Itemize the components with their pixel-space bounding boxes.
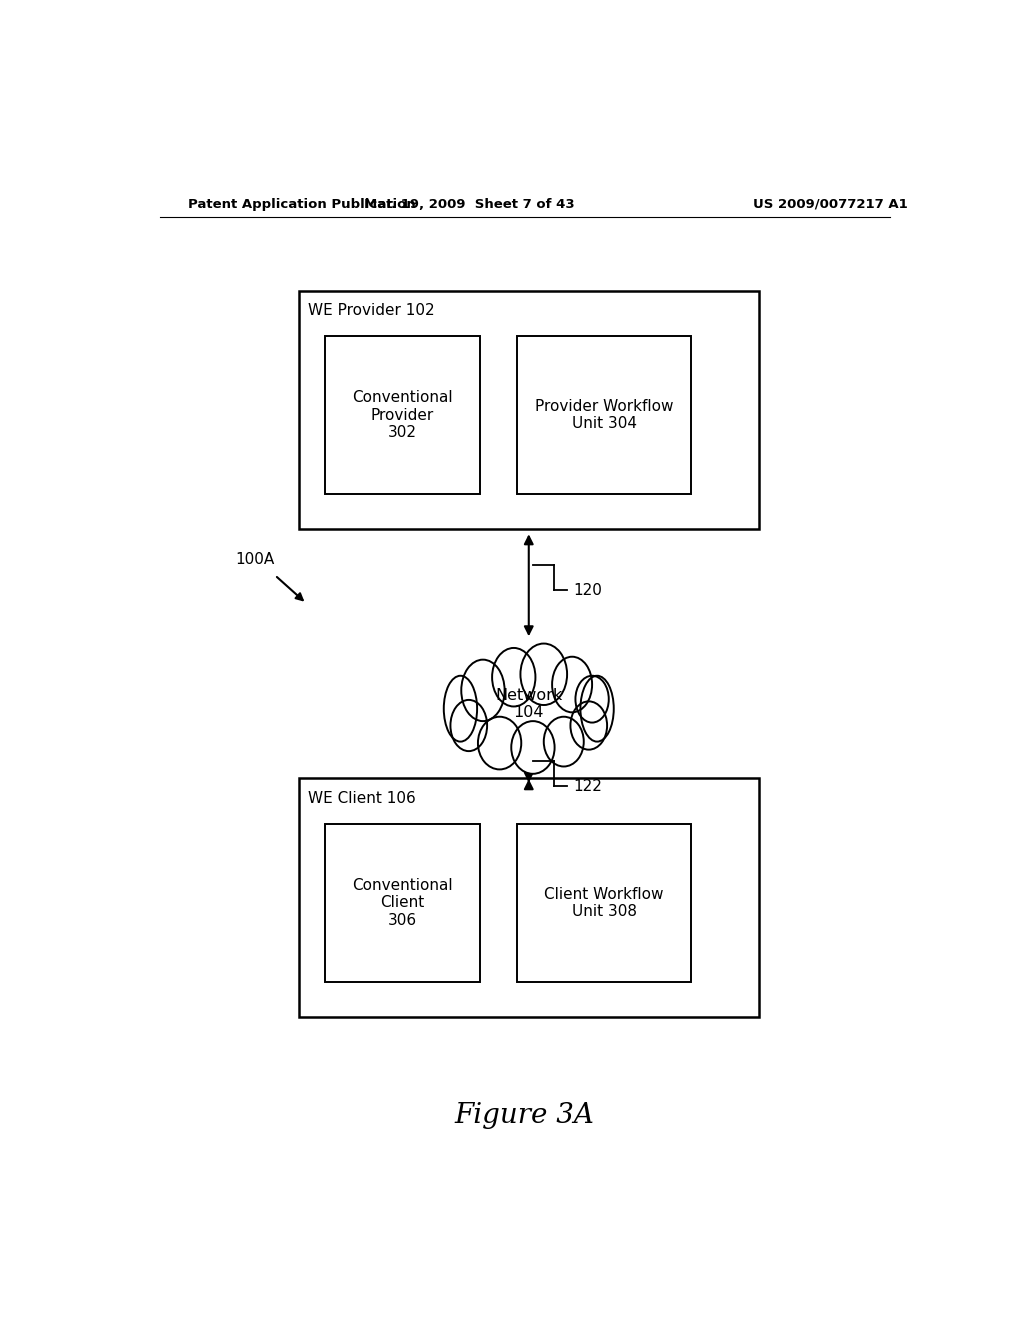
Bar [517,337,691,494]
Bar [325,337,479,494]
Ellipse shape [443,676,477,742]
Text: Figure 3A: Figure 3A [455,1102,595,1130]
Text: 120: 120 [573,583,602,598]
Text: 122: 122 [573,779,602,793]
Text: US 2009/0077217 A1: US 2009/0077217 A1 [753,198,907,211]
Text: Conventional
Client
306: Conventional Client 306 [352,878,453,928]
Bar [299,779,759,1018]
Ellipse shape [570,701,607,750]
Bar [517,824,691,982]
Ellipse shape [520,644,567,705]
Ellipse shape [493,648,536,706]
Text: Conventional
Provider
302: Conventional Provider 302 [352,391,453,440]
Text: Mar. 19, 2009  Sheet 7 of 43: Mar. 19, 2009 Sheet 7 of 43 [364,198,574,211]
Ellipse shape [544,717,584,767]
Bar [325,824,479,982]
Text: WE Provider 102: WE Provider 102 [308,302,435,318]
Text: Patent Application Publication: Patent Application Publication [187,198,416,211]
Ellipse shape [581,676,613,742]
Ellipse shape [451,700,487,751]
Text: Network
104: Network 104 [496,688,562,721]
Ellipse shape [511,721,555,774]
Text: Provider Workflow
Unit 304: Provider Workflow Unit 304 [535,399,674,432]
Ellipse shape [478,717,521,770]
Bar [299,290,759,529]
Text: Client Workflow
Unit 308: Client Workflow Unit 308 [545,887,664,919]
Text: 100A: 100A [236,552,274,568]
Ellipse shape [461,660,505,721]
Ellipse shape [575,676,608,722]
Ellipse shape [552,657,592,713]
Text: WE Client 106: WE Client 106 [308,791,416,805]
Ellipse shape [466,661,591,763]
